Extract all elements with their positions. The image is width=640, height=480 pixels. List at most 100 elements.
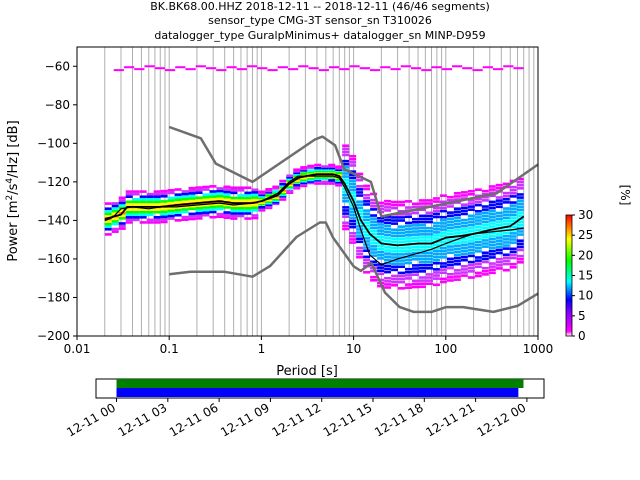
histogram-cell: [349, 161, 357, 164]
histogram-cell: [446, 223, 454, 227]
histogram-cell: [118, 217, 126, 220]
histogram-cell: [356, 240, 364, 244]
histogram-cell: [230, 186, 238, 190]
histogram-cell: [502, 207, 510, 210]
histogram-cell: [405, 215, 412, 219]
histogram-cell: [384, 221, 392, 225]
histogram-cell: [446, 211, 454, 214]
histogram-cell: [432, 252, 440, 256]
histogram-cell: [132, 200, 140, 204]
histogram-cell: [391, 274, 399, 278]
histogram-cell: [160, 210, 168, 213]
histogram-cell: [181, 190, 189, 193]
x-tick-label: 0.01: [64, 342, 91, 356]
histogram-cell: [181, 205, 189, 209]
histogram-cell: [509, 188, 517, 192]
histogram-cell: [391, 283, 399, 287]
histogram-cell: [398, 234, 406, 238]
histogram-cell: [272, 197, 280, 201]
histogram-cell: [363, 240, 371, 243]
histogram-cell: [495, 186, 503, 190]
histogram-cell: [432, 215, 440, 219]
histogram-cell: [460, 218, 468, 222]
histogram-cell: [481, 214, 489, 218]
histogram-cell: [139, 190, 147, 193]
histogram-cell: [391, 237, 399, 241]
histogram-cell: [411, 251, 419, 255]
histogram-cell: [174, 201, 182, 204]
histogram-cell: [398, 231, 406, 235]
histogram-cell: [223, 206, 231, 209]
histogram-cell: [453, 250, 461, 254]
histogram-cell: [384, 267, 392, 271]
histogram-cell: [495, 264, 503, 267]
histogram-cell: [246, 65, 258, 68]
histogram-cell: [349, 65, 360, 68]
histogram-cell: [307, 177, 315, 180]
histogram-cell: [160, 202, 168, 206]
histogram-cell: [258, 190, 266, 194]
histogram-cell: [321, 165, 329, 168]
histogram-cell: [377, 257, 385, 260]
histogram-cell: [439, 200, 447, 204]
histogram-cell: [308, 67, 319, 70]
histogram-cell: [495, 245, 503, 249]
histogram-cell: [146, 218, 154, 222]
histogram-cell: [300, 181, 308, 185]
histogram-cell: [181, 195, 189, 198]
histogram-cell: [356, 188, 364, 191]
histogram-cell: [398, 280, 406, 284]
histogram-cell: [453, 278, 461, 281]
histogram-cell: [418, 229, 426, 233]
histogram-cell: [398, 259, 406, 262]
histogram-cell: [488, 219, 496, 222]
histogram-cell: [488, 249, 496, 253]
histogram-cell: [495, 202, 503, 205]
histogram-cell: [160, 220, 168, 224]
histogram-cell: [209, 215, 217, 219]
histogram-cell: [237, 186, 245, 190]
histogram-cell: [513, 67, 524, 70]
histogram-cell: [467, 199, 475, 202]
histogram-cell: [356, 185, 364, 188]
histogram-cell: [439, 206, 447, 210]
histogram-cell: [258, 198, 266, 201]
histogram-cell: [516, 183, 524, 187]
histogram-cell: [453, 262, 461, 266]
histogram-cell: [516, 211, 524, 215]
histogram-cell: [104, 233, 112, 236]
histogram-cell: [349, 225, 357, 229]
histogram-cell: [356, 234, 364, 237]
timeline-bar: [116, 388, 519, 397]
histogram-cell: [328, 168, 336, 171]
histogram-cell: [391, 231, 399, 235]
histogram-cell: [335, 177, 343, 181]
histogram-cell: [439, 228, 447, 231]
histogram-cell: [432, 200, 440, 203]
timeline-tick-label: 12-11 03: [116, 400, 170, 439]
histogram-cell: [321, 169, 329, 173]
histogram-cell: [153, 210, 161, 214]
histogram-cell: [495, 257, 503, 261]
histogram-cell: [167, 189, 175, 192]
histogram-cell: [411, 248, 419, 252]
histogram-cell: [321, 182, 329, 185]
histogram-cell: [377, 204, 385, 208]
histogram-cell: [439, 252, 447, 256]
histogram-cell: [384, 249, 392, 252]
histogram-cell: [363, 237, 371, 240]
histogram-cell: [265, 189, 273, 193]
histogram-cell: [405, 230, 412, 234]
histogram-cell: [314, 177, 322, 181]
histogram-cell: [398, 287, 406, 290]
nlnm-curve: [169, 221, 539, 314]
histogram-cell: [307, 164, 315, 168]
y-axis-ticks: −60 −80 −100 −120 −140 −160 −180 −200: [37, 59, 77, 343]
histogram-cell: [405, 252, 412, 256]
histogram-cell: [202, 211, 210, 214]
histogram-cell: [391, 280, 399, 284]
histogram-cell: [488, 191, 496, 194]
histogram-cell: [488, 209, 496, 213]
histogram-cell: [384, 280, 392, 283]
histogram-cell: [174, 206, 182, 209]
